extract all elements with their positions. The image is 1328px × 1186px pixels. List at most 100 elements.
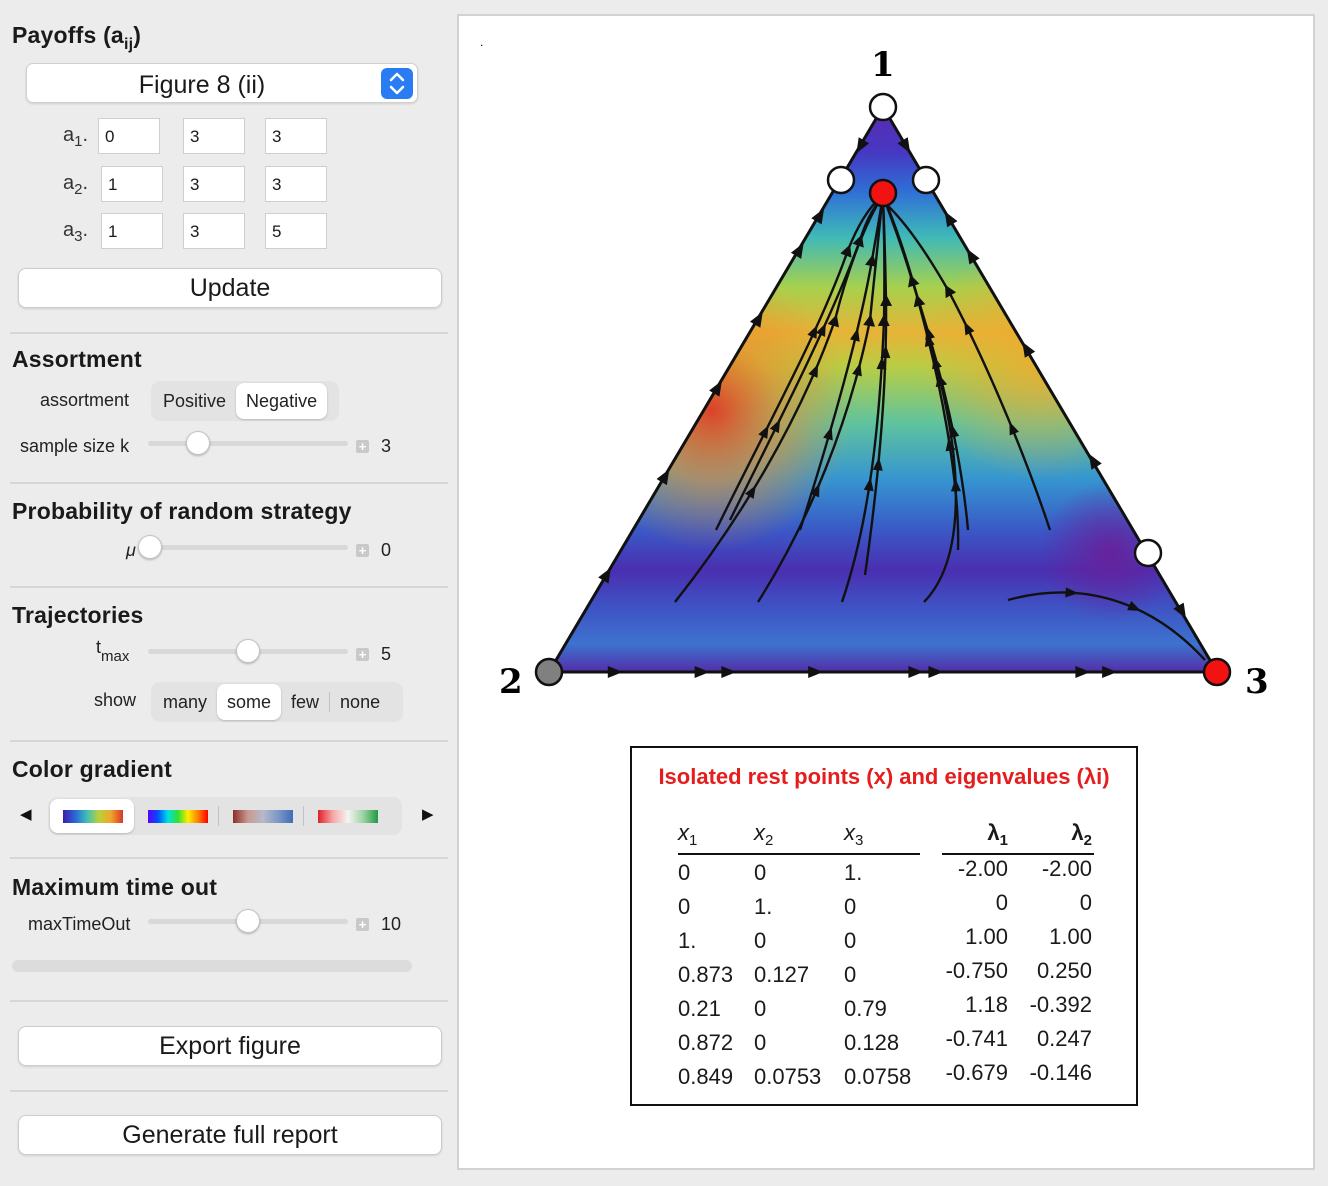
expand-plus-icon[interactable]: + [356,918,369,931]
edge-arrow [1102,666,1118,678]
show-option-many[interactable]: many [163,692,208,712]
payoffs-title-close: ) [133,22,142,48]
update-button[interactable]: Update [18,268,442,308]
table-header: x1 [678,820,697,849]
payoffs-title-sub: ij [123,35,134,53]
table-cell: 0 [754,860,767,885]
mu-value: 0 [381,540,392,560]
assortment-selector: Positive Negative [151,381,339,421]
sample-size-value: 3 [381,436,392,456]
table-cell: 0 [844,962,857,987]
trajectory-arrow [863,477,874,492]
trajectory-arrow [876,356,887,370]
edge-arrow [944,211,958,228]
edge-arrow [808,666,824,678]
mu-slider-knob[interactable] [138,535,162,559]
table-cell: 0.128 [844,1030,900,1055]
rest-point-edge-13 [1133,538,1163,568]
tmax-slider-knob[interactable] [236,639,260,663]
payoff-field[interactable]: 3 [265,166,327,202]
show-option-few[interactable]: few [291,692,320,712]
payoff-row-sub: 3 [74,228,83,245]
trajectories-title: Trajectories [12,602,144,628]
mu-slider[interactable] [148,545,348,550]
preset-popup[interactable]: Figure 8 (ii) [26,63,418,103]
show-option-none[interactable]: none [340,692,381,712]
sample-size-slider[interactable] [148,441,348,446]
payoff-row-base: a [63,172,75,194]
header-base: λ [1071,820,1084,845]
trajectory-arrow [872,457,883,471]
payoff-field[interactable]: 3 [183,118,245,154]
table-cell: 0 [844,894,857,919]
timeout-label: maxTimeOut [28,914,131,934]
trajectory-arrow [815,322,826,337]
table-cell: 0 [754,928,767,953]
payoff-row-suffix: . [82,219,89,241]
trajectory-arrow [849,327,860,342]
triangle-left-icon[interactable]: ◀ [20,806,32,823]
table-cell: 0.21 [678,996,721,1021]
edge-arrow [1173,602,1187,619]
payoff-field[interactable]: 3 [183,213,245,249]
edge-arrow [1075,666,1091,678]
assortment-option-negative[interactable]: Negative [236,383,328,419]
header-sub: 2 [1083,832,1092,850]
trajectory-arrow [925,326,935,341]
table-cell: 1. [754,894,773,919]
triangle-right-icon[interactable]: ▶ [422,806,434,823]
show-option-some[interactable]: some [217,684,282,720]
timeout-slider-knob[interactable] [236,909,260,933]
header-base: λ [987,820,1000,845]
edge-arrow [721,666,737,678]
sample-size-slider-knob[interactable] [186,431,210,455]
assortment-option-positive[interactable]: Positive [163,391,227,411]
expand-plus-icon[interactable]: + [356,648,369,661]
gradient-option-rainbow[interactable] [50,799,134,833]
trajectory-arrow [808,363,819,378]
table-header: λ2 [1024,820,1092,849]
table-cell: -0.392 [1029,992,1092,1017]
expand-plus-icon[interactable]: + [356,544,369,557]
generate-report-button[interactable]: Generate full report [18,1115,442,1155]
header-base: x [678,820,689,845]
gradient-option-spectrum[interactable] [134,799,218,833]
rest-points-table: Isolated rest points (x) and eigenvalues… [630,746,1138,1106]
payoff-field[interactable]: 1 [101,166,163,202]
trajectory-arrow [823,426,833,441]
rest-point-vertex-1 [868,92,898,122]
table-cell: 1.00 [965,924,1008,949]
table-cell: -0.679 [945,1060,1008,1085]
header-sub: 2 [765,832,774,850]
trajectory-curve [886,204,1052,531]
mu-label: μ [126,540,136,560]
payoff-field[interactable]: 0 [98,118,160,154]
random-strategy-title: Probability of random strategy [12,498,352,524]
rest-point-edge-left [826,165,856,195]
payoff-field[interactable]: 1 [101,213,163,249]
table-cell: -2.00 [1041,856,1092,881]
table-cell: 1. [844,860,863,885]
gradient-red-green-swatch [318,810,378,823]
payoff-field[interactable]: 5 [265,213,327,249]
gradient-rainbow-swatch [63,810,123,823]
edge-arrow [607,666,623,678]
assortment-label: assortment [40,390,130,410]
table-cell: 0.873 [678,962,734,987]
table-cell: 0.127 [754,962,810,987]
gradient-option-brown-blue[interactable] [219,799,303,833]
trajectory-arrow [1009,421,1019,436]
export-figure-button[interactable]: Export figure [18,1026,442,1066]
payoff-field[interactable]: 3 [183,166,245,202]
header-sub: 3 [855,832,864,850]
trajectory-curve [728,198,882,521]
trajectory-curve [863,200,893,576]
expand-plus-icon[interactable]: + [356,440,369,453]
rest-point-vertex-3 [1202,657,1232,687]
gradient-option-red-green[interactable] [304,799,388,833]
payoffs-title-text: Payoffs (a [12,22,124,48]
payoff-field[interactable]: 3 [265,118,327,154]
tmax-value: 5 [381,644,392,664]
trajectory-arrow [945,437,956,452]
table-cell: 0.0753 [754,1064,822,1089]
